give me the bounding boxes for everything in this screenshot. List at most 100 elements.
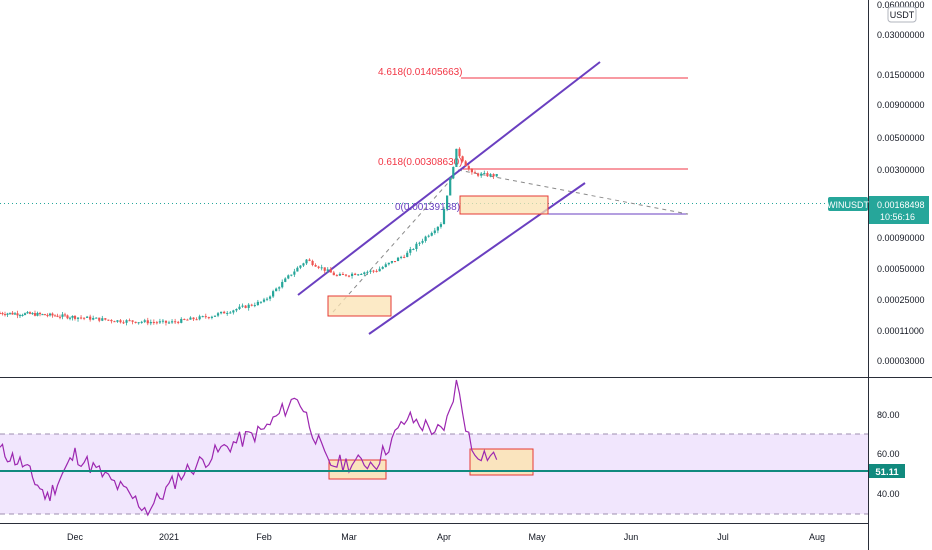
rsi-value-tag xyxy=(869,464,905,478)
candle-body xyxy=(241,305,244,307)
rsi-axis[interactable]: 80.00 60.00 40.00 xyxy=(877,410,900,499)
candle-body xyxy=(58,316,62,318)
last-price-value: 0.00168498 xyxy=(877,200,925,210)
candle-body xyxy=(332,272,335,276)
candle-body xyxy=(79,317,83,319)
candle-body xyxy=(381,267,384,269)
currency-button[interactable]: USDT xyxy=(887,6,917,23)
candle-body xyxy=(344,274,348,276)
candle-body xyxy=(140,321,143,323)
price-tick-9: 0.00025000 xyxy=(877,295,925,305)
candle-body xyxy=(204,316,207,318)
candle-body xyxy=(262,299,266,302)
candle-body xyxy=(226,312,229,314)
candle-body xyxy=(183,318,186,320)
candle-body xyxy=(38,312,42,315)
candle-body xyxy=(235,308,238,311)
candle-body xyxy=(372,270,375,272)
candle-body xyxy=(223,311,226,314)
price-tick-11: 0.00003000 xyxy=(877,356,925,366)
candle-body xyxy=(0,313,2,315)
candle-body xyxy=(195,319,198,321)
candle-body xyxy=(403,256,406,258)
candle-body xyxy=(207,317,210,319)
candle-body xyxy=(244,305,247,308)
candle-body xyxy=(146,320,149,324)
wedge-dashed-line xyxy=(457,169,689,215)
candle-body xyxy=(314,264,317,267)
price-axis[interactable]: 0.06000000 0.03000000 0.01500000 0.00900… xyxy=(877,0,925,366)
candle-body xyxy=(430,232,433,236)
candle-body xyxy=(452,166,455,179)
candle-body xyxy=(284,278,287,282)
fib-label-0: 0(0.00139138) xyxy=(395,202,460,213)
last-price-tag xyxy=(869,196,929,224)
candle-body xyxy=(82,317,86,319)
candle-body xyxy=(167,322,171,324)
price-tick-4: 0.00500000 xyxy=(877,133,925,143)
time-axis[interactable]: Dec 2021 Feb Mar Apr May Jun Jul Aug xyxy=(67,532,825,542)
candle-body xyxy=(287,275,290,279)
candle-body xyxy=(180,318,183,323)
candle-body xyxy=(458,148,461,157)
candle-body xyxy=(158,321,162,323)
candle-body xyxy=(26,312,29,314)
candle-body xyxy=(418,242,421,244)
candle-body xyxy=(406,252,409,258)
candle-body xyxy=(56,315,59,317)
candle-body xyxy=(161,320,165,322)
candle-body xyxy=(272,291,275,297)
candle-body xyxy=(378,268,381,272)
candle-body xyxy=(92,318,95,320)
candle-body xyxy=(473,172,477,174)
candle-body xyxy=(421,240,424,243)
candle-body xyxy=(46,315,49,317)
candle-body xyxy=(360,274,363,276)
candle-body xyxy=(347,275,351,277)
candle-body xyxy=(95,317,98,319)
price-tick-1: 0.03000000 xyxy=(877,30,925,40)
candle-body xyxy=(189,317,192,320)
candle-body xyxy=(31,313,34,315)
fib-label-4618: 4.618(0.01405663) xyxy=(378,67,463,78)
candle-body xyxy=(137,322,140,324)
candle-body xyxy=(396,257,400,262)
candle-body xyxy=(390,261,394,263)
price-tick-10: 0.00011000 xyxy=(877,326,924,336)
time-tick-apr: Apr xyxy=(437,532,451,542)
candle-body xyxy=(338,273,341,276)
candle-body xyxy=(281,281,284,288)
candle-body xyxy=(409,249,412,253)
candle-body xyxy=(192,317,195,320)
candle-body xyxy=(170,321,174,323)
candle-body xyxy=(341,273,345,275)
candle-body xyxy=(177,321,180,323)
candle-body xyxy=(335,275,338,277)
candle-body xyxy=(134,321,137,323)
rsi-tick-80: 80.00 xyxy=(877,410,900,420)
candle-body xyxy=(296,267,299,272)
candle-body xyxy=(210,316,214,318)
candle-body xyxy=(384,264,387,268)
candle-body xyxy=(11,312,14,315)
candle-body xyxy=(68,317,72,319)
channel-upper-line xyxy=(297,61,601,296)
candle-body xyxy=(53,315,57,317)
candle-body xyxy=(89,316,92,320)
highlight-box-apr xyxy=(459,195,549,215)
candle-body xyxy=(299,265,302,268)
candle-body xyxy=(110,319,113,322)
candle-body xyxy=(76,317,80,319)
candle-body xyxy=(486,173,489,177)
candle-body xyxy=(259,301,263,303)
time-tick-aug: Aug xyxy=(809,532,825,542)
price-tick-7: 0.00090000 xyxy=(877,233,925,243)
candle-body xyxy=(8,312,12,314)
candle-body xyxy=(275,288,278,292)
candle-body xyxy=(375,270,378,272)
candle-body xyxy=(278,287,281,289)
candle-body xyxy=(155,322,158,324)
candle-body xyxy=(250,304,253,306)
candle-body xyxy=(116,320,119,322)
